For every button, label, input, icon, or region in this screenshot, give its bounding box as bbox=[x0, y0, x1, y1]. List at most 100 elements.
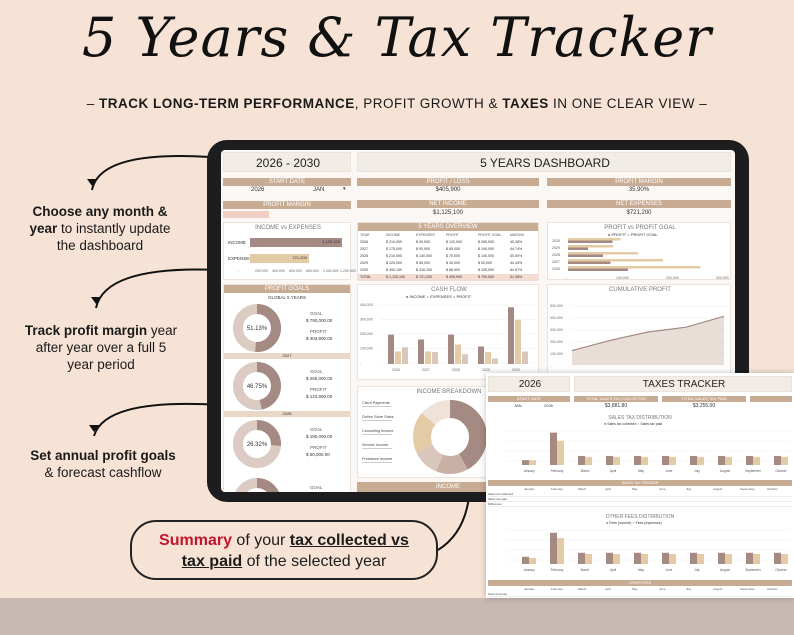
other-fees-legend: ■ Fees (income) ■ Fees (expenses) bbox=[606, 521, 662, 525]
overview-cell: $ 140,000 bbox=[478, 254, 494, 258]
callout-profit-margin: Track profit margin year after year over… bbox=[6, 322, 196, 373]
income-bar-label: INCOME bbox=[228, 240, 246, 245]
profit-bar bbox=[568, 268, 628, 271]
cash-flow-year-label: 2030 bbox=[512, 368, 520, 372]
overview-title: 5 YEARS OVERVIEW bbox=[358, 223, 538, 231]
profit-goal-bar bbox=[568, 259, 663, 262]
breakdown-slice bbox=[413, 400, 487, 474]
profit-margin-bar-header: PROFIT MARGIN bbox=[223, 201, 351, 209]
tax-table-month: February bbox=[551, 587, 564, 591]
tax-table-row-label: Fees (expenses) bbox=[488, 597, 510, 598]
donut-progress bbox=[233, 420, 281, 468]
start-year-select[interactable]: 2026 bbox=[251, 187, 265, 193]
cumulative-axis-tick: 200,000 bbox=[550, 340, 563, 344]
cash-flow-income-bar bbox=[418, 339, 424, 364]
overview-panel: 5 YEARS OVERVIEW YEAR INCOME EXPENSES PROFI… bbox=[357, 222, 539, 281]
callout-month-year: Choose any month & year to instantly upd… bbox=[10, 203, 190, 254]
profit-label: PROFIT bbox=[310, 387, 327, 392]
profit-vs-goal-title: PROFIT vs PROFIT GOAL bbox=[604, 225, 676, 231]
profit-value: $ 403,900.00 bbox=[306, 336, 333, 341]
profit-margin-value: 35.90% bbox=[628, 187, 650, 193]
taxes-start-date-header: START DATE bbox=[488, 396, 570, 402]
overview-cell: $ 265,000 bbox=[478, 240, 494, 244]
cash-flow-income-bar bbox=[478, 346, 484, 364]
cash-flow-year-label: 2027 bbox=[422, 368, 430, 372]
tax-table-row-label: Difference bbox=[488, 502, 502, 506]
tax-bar-b bbox=[781, 456, 788, 465]
goal-value: $ 790,000.00 bbox=[306, 318, 333, 323]
goal-label: GOAL bbox=[310, 369, 323, 374]
total-paid-header: TOTAL SALES TAX PAID bbox=[662, 396, 746, 402]
donut-progress bbox=[233, 362, 281, 410]
start-date-header: START DATE bbox=[223, 178, 351, 186]
cash-flow-year-label: 2028 bbox=[452, 368, 460, 372]
overview-cell: $ 405,100 bbox=[386, 268, 402, 272]
legend-profit-cf: PROFIT bbox=[456, 294, 472, 299]
cumulative-axis-tick: 400,000 bbox=[550, 316, 563, 320]
overview-cell: $ 721,200 bbox=[416, 275, 432, 279]
tax-bar-a bbox=[578, 552, 585, 564]
overview-cell: 2028 bbox=[360, 254, 368, 258]
tax-bar-b bbox=[697, 554, 704, 564]
profit-bar bbox=[568, 247, 588, 250]
taxes-extra-header bbox=[750, 396, 792, 402]
tax-table-row-label: Sales tax collected bbox=[488, 492, 514, 496]
cumulative-profit-title: CUMULATIVE PROFIT bbox=[609, 287, 671, 293]
profit-label: PROFIT bbox=[310, 445, 327, 450]
tax-bar-b bbox=[641, 456, 648, 465]
legend-fees-income: Fees (income) bbox=[609, 521, 632, 525]
bottom-band bbox=[0, 598, 794, 635]
income-vs-expenses-panel: INCOME vs EXPENSES INCOME EXPENSES 1,125… bbox=[223, 222, 356, 280]
tax-month-label: January bbox=[523, 568, 535, 572]
overview-cell: $ 85,000 bbox=[446, 247, 460, 251]
taxes-year: 2026 bbox=[518, 379, 542, 390]
summary-text-1: of your bbox=[231, 532, 290, 549]
overview-cell: 51.38% bbox=[510, 275, 523, 279]
net-income-value: $1,125,100 bbox=[432, 210, 464, 216]
overview-cell: $ 125,000 bbox=[386, 261, 402, 265]
taxes-month-select[interactable]: JAN bbox=[514, 403, 522, 408]
taxes-year-select[interactable]: 2026 bbox=[544, 403, 553, 408]
callout-3-text: & forecast cashflow bbox=[44, 465, 162, 480]
tax-bar-a bbox=[662, 455, 669, 465]
sales-tax-legend: ■ Sales tax collected ■ Sales tax paid bbox=[604, 422, 663, 426]
tax-table-month: April bbox=[605, 487, 612, 491]
goal-label: GOAL bbox=[310, 311, 323, 316]
breakdown-slice bbox=[413, 400, 487, 474]
overview-cell: $ 90,000 bbox=[416, 247, 430, 251]
legend-profit-goal: PROFIT GOAL bbox=[630, 232, 658, 237]
axis-tick: 400,000 bbox=[272, 269, 285, 273]
overview-cell: $ 316,200 bbox=[416, 268, 432, 272]
tax-month-label: January bbox=[523, 469, 535, 473]
tax-bar-b bbox=[557, 440, 564, 465]
tax-bar-a bbox=[606, 455, 613, 465]
subtitle-mid-1: , PROFIT GROWTH & bbox=[354, 96, 503, 111]
cash-flow-axis-tick: 100,000 bbox=[360, 347, 373, 351]
tax-bar-a bbox=[746, 455, 753, 465]
goal-label: GOAL bbox=[310, 485, 323, 490]
callout-2-bold: Track profit margin bbox=[24, 323, 148, 338]
overview-cell: 2030 bbox=[360, 268, 368, 272]
overview-cell: TOTAL bbox=[360, 275, 372, 279]
start-month-select[interactable]: JAN bbox=[313, 187, 325, 193]
chevron-down-icon[interactable]: ▾ bbox=[343, 186, 346, 192]
cash-flow-expenses-bar bbox=[515, 319, 521, 364]
tax-month-label: August bbox=[720, 568, 730, 572]
callout-2-text: year bbox=[147, 323, 178, 338]
cash-flow-expenses-bar bbox=[485, 352, 491, 364]
profit-bar bbox=[568, 261, 611, 264]
tax-table-month: April bbox=[605, 587, 612, 591]
cash-flow-income-bar bbox=[448, 334, 454, 364]
donut-percent: 51.13% bbox=[247, 326, 268, 332]
profit-goals-panel: PROFIT GOALS GLOBAL 5 YEARS 51.13% GOAL $ … bbox=[223, 284, 351, 492]
global-label: GLOBAL 5 YEARS bbox=[267, 295, 307, 300]
breakdown-item-label: Online Store Sales bbox=[362, 415, 394, 419]
tax-bar-b bbox=[585, 554, 592, 564]
profit-vs-goal-legend: ■ PROFIT ■ PROFIT GOAL bbox=[608, 232, 658, 237]
tax-table-row-label: Fees (income) bbox=[488, 592, 508, 596]
dashboard-header: 5 YEARS DASHBOARD bbox=[357, 152, 731, 172]
profit-goal-bar bbox=[568, 245, 613, 248]
overview-cell: $ 175,000 bbox=[386, 247, 402, 251]
tax-bar-a bbox=[634, 455, 641, 465]
tax-table-month: March bbox=[578, 487, 587, 491]
